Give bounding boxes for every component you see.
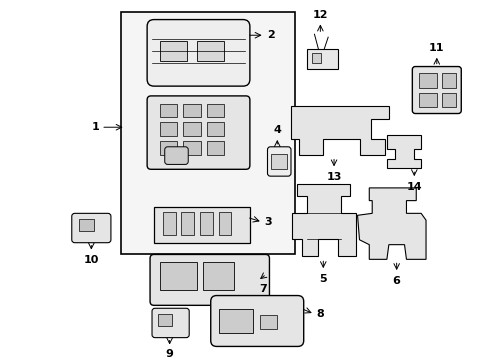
Bar — [271, 154, 286, 169]
Bar — [121, 12, 294, 255]
Bar — [163, 212, 175, 235]
FancyBboxPatch shape — [164, 147, 188, 165]
Bar — [206, 122, 224, 136]
Text: 5: 5 — [319, 274, 326, 284]
Bar — [183, 104, 201, 117]
Bar — [441, 73, 455, 88]
Bar — [306, 49, 337, 68]
Text: 8: 8 — [316, 309, 324, 319]
Polygon shape — [291, 184, 355, 256]
Text: 13: 13 — [325, 172, 341, 182]
Text: 3: 3 — [264, 217, 272, 227]
FancyBboxPatch shape — [147, 19, 249, 86]
Bar — [79, 219, 94, 231]
Text: 11: 11 — [428, 43, 444, 53]
Text: 9: 9 — [165, 349, 173, 359]
Bar — [158, 314, 171, 326]
Polygon shape — [386, 135, 420, 168]
Bar — [160, 141, 177, 155]
Text: 7: 7 — [259, 284, 267, 294]
FancyBboxPatch shape — [147, 96, 249, 169]
Bar — [259, 315, 277, 329]
Bar — [218, 309, 252, 333]
Bar — [206, 104, 224, 117]
Text: 1: 1 — [91, 122, 99, 132]
Bar — [154, 207, 249, 243]
Bar — [311, 53, 321, 63]
Text: 4: 4 — [273, 125, 281, 135]
FancyBboxPatch shape — [210, 296, 303, 346]
Bar — [200, 212, 212, 235]
FancyBboxPatch shape — [72, 213, 111, 243]
Bar — [183, 122, 201, 136]
Text: 10: 10 — [83, 256, 99, 265]
Bar — [418, 93, 436, 107]
FancyBboxPatch shape — [150, 255, 269, 305]
FancyBboxPatch shape — [411, 67, 460, 113]
Bar — [441, 93, 455, 107]
Bar — [160, 41, 187, 61]
Bar — [203, 262, 234, 290]
Bar — [183, 141, 201, 155]
Bar — [206, 141, 224, 155]
Bar — [418, 73, 436, 88]
Text: 2: 2 — [267, 30, 275, 40]
Bar — [218, 212, 231, 235]
Bar — [160, 262, 197, 290]
Text: 14: 14 — [406, 182, 421, 192]
Bar — [160, 122, 177, 136]
Text: 6: 6 — [392, 276, 400, 286]
Bar — [160, 104, 177, 117]
Bar — [181, 212, 194, 235]
Text: 12: 12 — [312, 10, 327, 19]
FancyBboxPatch shape — [267, 147, 290, 176]
FancyBboxPatch shape — [152, 308, 189, 338]
Bar — [197, 41, 224, 61]
Polygon shape — [290, 106, 388, 155]
Polygon shape — [357, 188, 425, 259]
